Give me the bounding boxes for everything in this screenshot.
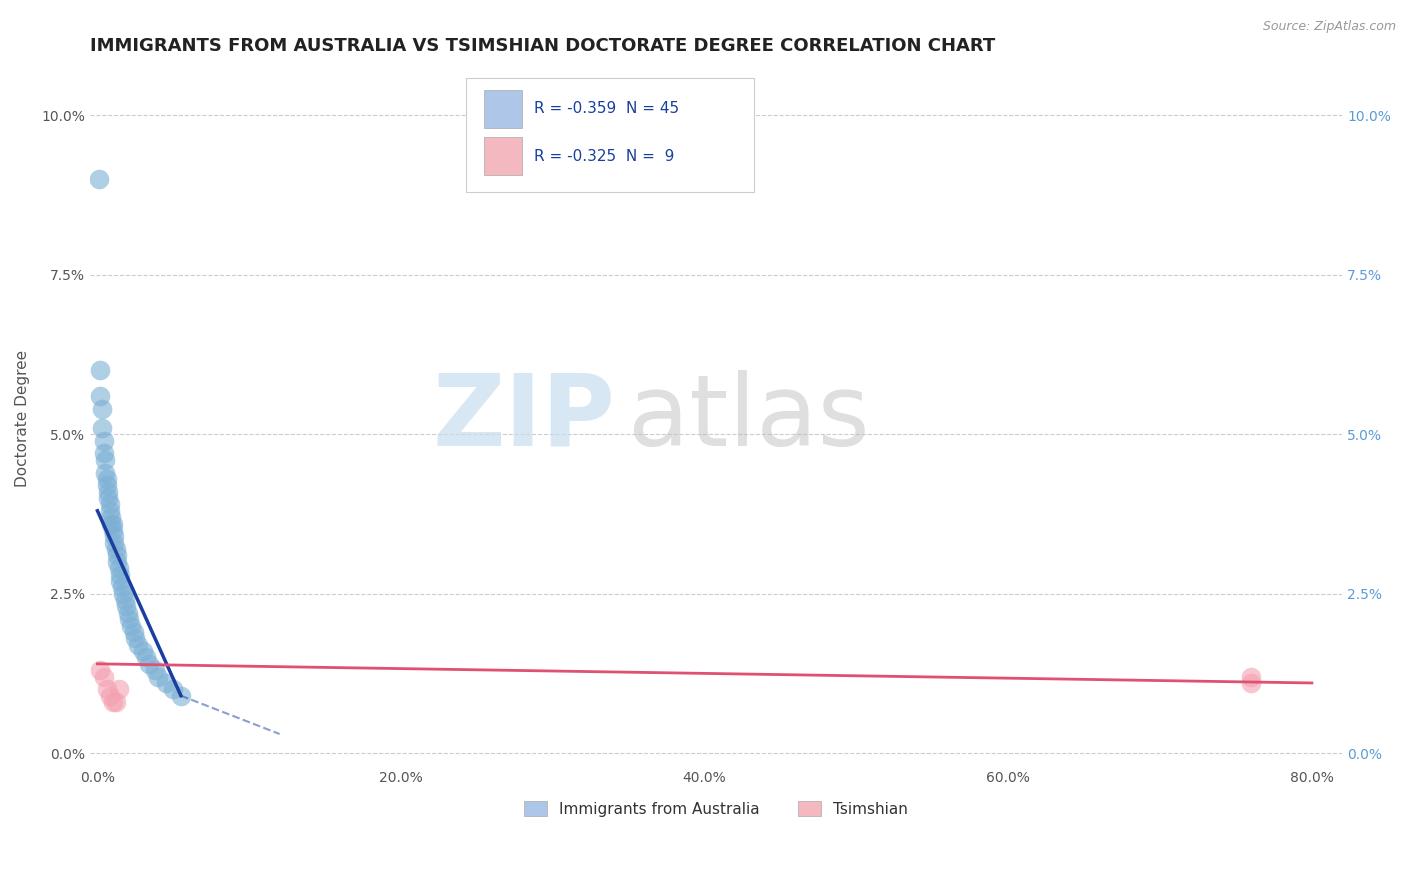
Point — [89, 389, 111, 403]
Point — [101, 523, 124, 537]
FancyBboxPatch shape — [465, 78, 754, 193]
Point — [100, 516, 122, 531]
Point — [120, 618, 142, 632]
Point — [91, 401, 114, 416]
Point — [143, 663, 166, 677]
Text: ZIP: ZIP — [433, 370, 616, 467]
Point — [146, 670, 169, 684]
Point — [155, 676, 177, 690]
Point — [132, 644, 155, 658]
Text: R = -0.325  N =  9: R = -0.325 N = 9 — [534, 149, 675, 164]
Point — [93, 670, 115, 684]
Text: atlas: atlas — [628, 370, 870, 467]
Point — [118, 612, 141, 626]
Point — [94, 466, 117, 480]
Point — [107, 682, 129, 697]
Point — [93, 446, 115, 460]
Point — [105, 555, 128, 569]
Point — [108, 574, 131, 588]
Point — [111, 580, 134, 594]
Point — [112, 587, 135, 601]
Point — [104, 542, 127, 557]
Point — [107, 561, 129, 575]
Point — [103, 529, 125, 543]
Point — [103, 535, 125, 549]
FancyBboxPatch shape — [484, 137, 522, 176]
Point — [96, 472, 118, 486]
Point — [98, 504, 121, 518]
Point — [117, 606, 139, 620]
Point — [87, 172, 110, 186]
Point — [135, 650, 157, 665]
Point — [1240, 676, 1263, 690]
Text: R = -0.359  N = 45: R = -0.359 N = 45 — [534, 102, 679, 117]
Point — [162, 682, 184, 697]
Point — [124, 632, 146, 646]
Point — [93, 434, 115, 448]
Point — [114, 593, 136, 607]
Point — [115, 599, 138, 614]
Point — [96, 478, 118, 492]
Point — [98, 497, 121, 511]
Point — [91, 421, 114, 435]
Point — [101, 516, 124, 531]
Point — [122, 624, 145, 639]
Point — [89, 363, 111, 377]
Point — [104, 695, 127, 709]
Point — [89, 663, 111, 677]
Point — [97, 484, 120, 499]
Point — [94, 452, 117, 467]
Point — [101, 695, 124, 709]
Text: IMMIGRANTS FROM AUSTRALIA VS TSIMSHIAN DOCTORATE DEGREE CORRELATION CHART: IMMIGRANTS FROM AUSTRALIA VS TSIMSHIAN D… — [90, 37, 995, 55]
Point — [127, 638, 149, 652]
Text: Source: ZipAtlas.com: Source: ZipAtlas.com — [1263, 20, 1396, 33]
Y-axis label: Doctorate Degree: Doctorate Degree — [15, 350, 30, 487]
FancyBboxPatch shape — [484, 90, 522, 128]
Point — [100, 510, 122, 524]
Legend: Immigrants from Australia, Tsimshian: Immigrants from Australia, Tsimshian — [516, 793, 915, 824]
Point — [138, 657, 160, 671]
Point — [1240, 670, 1263, 684]
Point — [170, 689, 193, 703]
Point — [96, 682, 118, 697]
Point — [105, 549, 128, 563]
Point — [108, 567, 131, 582]
Point — [97, 491, 120, 505]
Point — [98, 689, 121, 703]
